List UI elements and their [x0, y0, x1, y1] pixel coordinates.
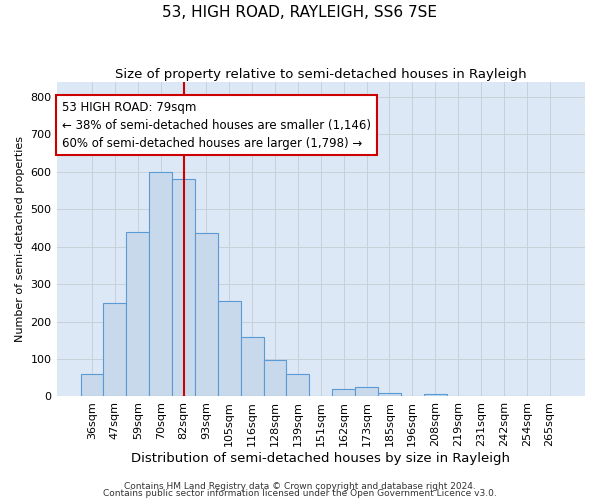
- Bar: [127, 232, 149, 396]
- Bar: [332, 389, 355, 396]
- Text: 53, HIGH ROAD, RAYLEIGH, SS6 7SE: 53, HIGH ROAD, RAYLEIGH, SS6 7SE: [163, 5, 437, 20]
- Bar: [172, 179, 195, 396]
- Bar: [424, 394, 446, 396]
- Bar: [241, 337, 263, 396]
- Bar: [80, 374, 103, 396]
- Bar: [195, 234, 218, 396]
- Bar: [218, 301, 241, 396]
- Text: Contains HM Land Registry data © Crown copyright and database right 2024.: Contains HM Land Registry data © Crown c…: [124, 482, 476, 491]
- Bar: [378, 392, 401, 396]
- Bar: [263, 360, 286, 397]
- Text: Contains public sector information licensed under the Open Government Licence v3: Contains public sector information licen…: [103, 490, 497, 498]
- X-axis label: Distribution of semi-detached houses by size in Rayleigh: Distribution of semi-detached houses by …: [131, 452, 510, 465]
- Bar: [355, 387, 378, 396]
- Y-axis label: Number of semi-detached properties: Number of semi-detached properties: [15, 136, 25, 342]
- Bar: [286, 374, 310, 396]
- Title: Size of property relative to semi-detached houses in Rayleigh: Size of property relative to semi-detach…: [115, 68, 527, 80]
- Bar: [103, 303, 127, 396]
- Bar: [149, 172, 172, 396]
- Text: 53 HIGH ROAD: 79sqm
← 38% of semi-detached houses are smaller (1,146)
60% of sem: 53 HIGH ROAD: 79sqm ← 38% of semi-detach…: [62, 100, 371, 150]
